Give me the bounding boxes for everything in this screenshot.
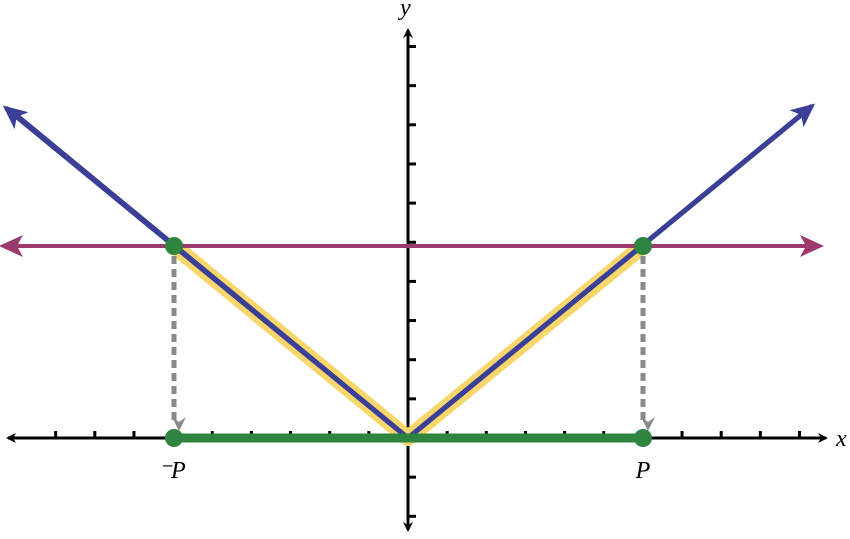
point-label: ⁻P [158,458,186,484]
point-label: P [635,458,651,484]
tick-marks [54,45,801,518]
endpoint [165,429,183,447]
x-axis-label: x [835,426,847,452]
y-axis-label: y [398,0,411,21]
v-arm-left [2,105,410,440]
v-arm-right [406,103,816,440]
intersection-point [165,237,183,255]
endpoint [634,429,652,447]
v-graph [8,104,814,442]
intersection-point [634,237,652,255]
